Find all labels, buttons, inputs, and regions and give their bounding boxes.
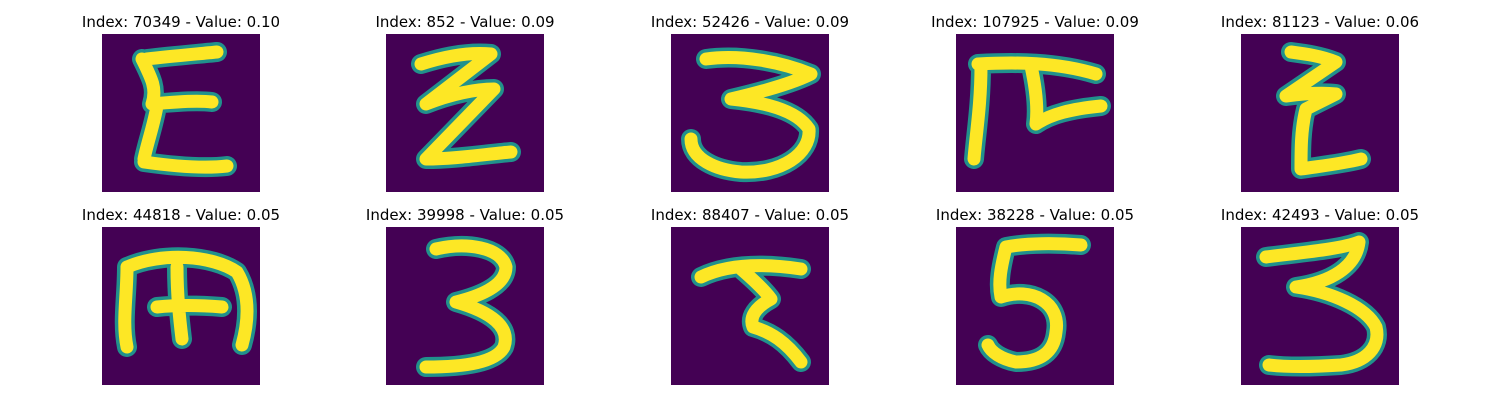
glyph-image [1241,227,1399,385]
glyph-image [956,227,1114,385]
sample-panel: Index: 81123 - Value: 0.06 [1190,12,1450,192]
glyph-image [102,34,260,192]
panel-title: Index: 38228 - Value: 0.05 [935,206,1135,224]
glyph-image [386,34,544,192]
glyph-image [671,227,829,385]
glyph-image [956,34,1114,192]
sample-panel: Index: 44818 - Value: 0.05 [51,205,311,385]
sample-panel: Index: 38228 - Value: 0.05 [905,205,1165,385]
panel-title: Index: 107925 - Value: 0.09 [931,13,1139,31]
panel-title: Index: 42493 - Value: 0.05 [1220,206,1420,224]
sample-panel: Index: 42493 - Value: 0.05 [1190,205,1450,385]
panel-title: Index: 70349 - Value: 0.10 [81,13,281,31]
sample-panel: Index: 70349 - Value: 0.10 [51,12,311,192]
sample-panel: Index: 852 - Value: 0.09 [335,12,595,192]
panel-title: Index: 81123 - Value: 0.06 [1220,13,1420,31]
panel-title: Index: 88407 - Value: 0.05 [650,206,850,224]
glyph-image [102,227,260,385]
sample-panel: Index: 39998 - Value: 0.05 [335,205,595,385]
sample-panel: Index: 52426 - Value: 0.09 [620,12,880,192]
panel-title: Index: 52426 - Value: 0.09 [650,13,850,31]
glyph-image [386,227,544,385]
sample-panel: Index: 88407 - Value: 0.05 [620,205,880,385]
glyph-image [1241,34,1399,192]
panel-title: Index: 44818 - Value: 0.05 [81,206,281,224]
panel-title: Index: 39998 - Value: 0.05 [365,206,565,224]
sample-panel: Index: 107925 - Value: 0.09 [905,12,1165,192]
panel-title: Index: 852 - Value: 0.09 [375,13,555,31]
glyph-image [671,34,829,192]
